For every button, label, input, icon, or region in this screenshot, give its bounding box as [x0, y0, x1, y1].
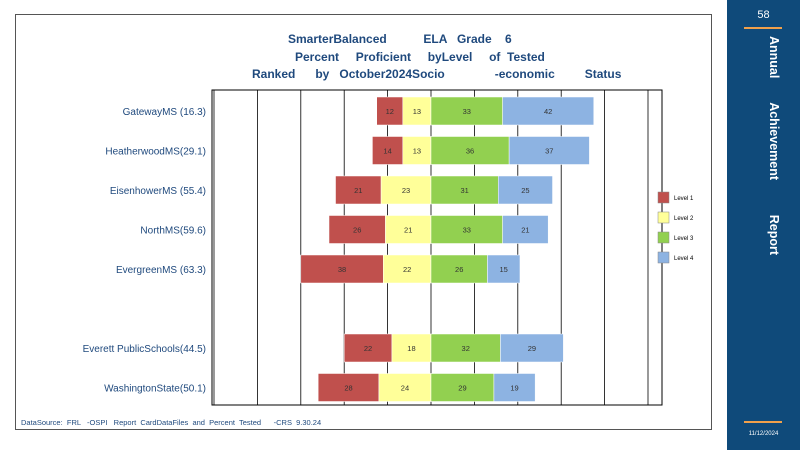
sidebar: 58 Annual Achievement Report 11/12/2024	[727, 0, 800, 450]
bar-segment	[372, 136, 404, 165]
bar-segment	[430, 333, 501, 363]
data-label: 38	[338, 265, 346, 274]
data-label: 25	[521, 186, 529, 195]
bar-segment	[335, 175, 382, 205]
data-label: 23	[402, 186, 410, 195]
data-label: 28	[344, 384, 352, 393]
data-label: 37	[545, 147, 553, 156]
data-label: 15	[500, 265, 508, 274]
bar-segment	[430, 215, 503, 244]
data-source-note: DataSource: FRL -OSPI Report CardDataFil…	[21, 418, 322, 427]
data-label: 21	[521, 226, 529, 235]
data-label: 22	[403, 265, 411, 274]
category-label: HeatherwoodMS(29.1)	[105, 147, 206, 158]
bar-segment	[508, 136, 590, 165]
bar-segment	[391, 333, 432, 363]
bar-segment	[430, 373, 495, 402]
bar-segment	[383, 254, 432, 284]
category-label: EisenhowerMS (55.4)	[110, 186, 206, 197]
legend-label: Level 1	[674, 196, 694, 202]
legend-swatch	[657, 211, 670, 224]
chart-title: SmarterBalanced ELA Grade 6 Percent Prof…	[0, 0, 800, 90]
bar-segment	[502, 215, 549, 244]
data-label: 33	[463, 226, 471, 235]
legend-label: Level 2	[674, 216, 694, 222]
category-label: WashingtonState(50.1)	[104, 384, 206, 395]
data-label: 42	[544, 107, 552, 116]
bar-segment	[502, 96, 594, 126]
data-label: 21	[404, 226, 412, 235]
legend-label: Level 4	[674, 256, 694, 262]
data-label: 19	[510, 384, 518, 393]
bar-segment	[500, 333, 564, 363]
sidebar-top-rule	[744, 27, 782, 29]
legend-swatch	[657, 231, 670, 244]
data-label: 22	[364, 344, 372, 353]
bar-segment	[430, 136, 510, 165]
category-label: EvergreenMS (63.3)	[116, 265, 206, 276]
bar-segment	[402, 96, 432, 126]
bar-segment	[343, 333, 393, 363]
data-label: 33	[463, 107, 471, 116]
bar-segment	[385, 215, 432, 244]
bar-segment	[493, 373, 536, 402]
category-label: Everett PublicSchools(44.5)	[83, 344, 206, 355]
sidebar-date: 11/12/2024	[748, 431, 779, 437]
data-label: 32	[462, 344, 470, 353]
data-label: 29	[528, 344, 536, 353]
title-line-2: Percent Proficient byLevel of Tested	[295, 50, 545, 64]
sidebar-title: Annual Achievement Report	[767, 36, 781, 256]
bar-segment	[380, 175, 432, 205]
bar-segment	[487, 254, 521, 284]
bar-segment	[317, 373, 380, 402]
legend-swatch	[657, 251, 670, 264]
category-label: NorthMS(59.6)	[140, 226, 206, 237]
bar-segment	[378, 373, 432, 402]
data-label: 12	[386, 107, 394, 116]
data-label: 26	[353, 226, 361, 235]
data-label: 24	[401, 384, 409, 393]
bar-segment	[498, 175, 553, 205]
data-label: 14	[383, 147, 391, 156]
data-label: 21	[354, 186, 362, 195]
data-label: 36	[466, 147, 474, 156]
bar-segment	[300, 254, 384, 284]
bar-segment	[402, 136, 432, 165]
data-label: 13	[413, 147, 421, 156]
category-label: GatewayMS (16.3)	[123, 107, 206, 118]
legend-label: Level 3	[674, 236, 694, 242]
data-label: 13	[413, 107, 421, 116]
legend-swatch	[657, 191, 670, 204]
bar-segment	[328, 215, 386, 244]
data-label: 18	[407, 344, 415, 353]
data-label: 26	[455, 265, 463, 274]
sidebar-bottom-rule	[744, 421, 782, 423]
title-line-1: SmarterBalanced ELA Grade 6	[288, 32, 512, 46]
plot-area	[211, 89, 663, 406]
page-number: 58	[757, 9, 770, 21]
bar-segment	[430, 254, 488, 284]
title-line-3: Ranked by October2024Socio -economic Sta…	[252, 67, 622, 81]
data-label: 29	[458, 384, 466, 393]
data-label: 31	[460, 186, 468, 195]
